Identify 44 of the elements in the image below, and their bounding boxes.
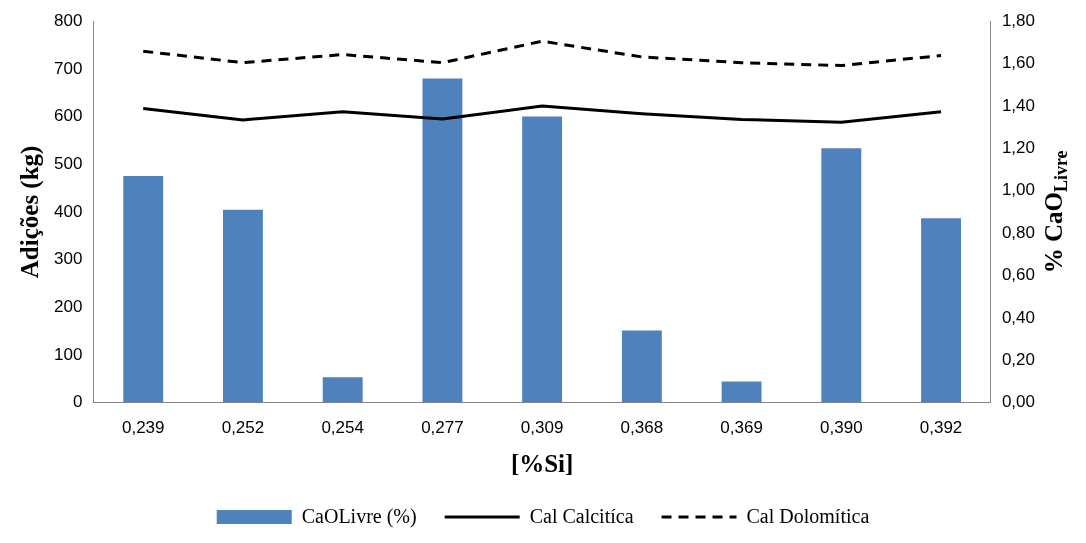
- y-tick-label: 500: [53, 153, 83, 173]
- legend-label: CaOLivre (%): [301, 505, 417, 529]
- y-tick-label: 0: [72, 392, 83, 412]
- x-tick-label: 0,368: [620, 418, 664, 438]
- x-tick-label: 0,390: [820, 418, 863, 438]
- y2-tick-label: 1,00: [1001, 180, 1036, 200]
- x-tick-label: 0,252: [221, 418, 265, 438]
- y-tick-label: 700: [53, 58, 83, 78]
- y-tick-label: 400: [53, 201, 83, 221]
- y-axis-title: Adições (kg): [16, 145, 45, 279]
- y2-tick-label: 1,60: [1001, 53, 1036, 73]
- y-tick-label: 100: [53, 344, 83, 364]
- y2-tick-label: 0,80: [1001, 222, 1036, 242]
- bar: [522, 116, 563, 403]
- y-tick-label: 300: [53, 249, 83, 269]
- y2-tick-label: 0,60: [1001, 265, 1036, 285]
- x-tick-label: 0,369: [720, 418, 763, 438]
- y2-tick-label: 0,20: [1001, 349, 1036, 369]
- y2-axis-title: % CaOLivre: [1040, 150, 1071, 274]
- x-tick-label: 0,309: [520, 418, 564, 438]
- y2-tick-label: 1,40: [1001, 95, 1036, 115]
- x-tick-label: 0,239: [121, 418, 165, 438]
- y2-tick-label: 1,20: [1001, 138, 1036, 158]
- y2-tick-label: 1,80: [1001, 10, 1036, 30]
- bar: [721, 381, 762, 403]
- bar: [322, 377, 363, 403]
- x-axis-title: [%Si]: [510, 450, 574, 478]
- x-tick-label: 0,254: [321, 418, 364, 438]
- x-tick-label: 0,277: [421, 418, 464, 438]
- y-tick-label: 800: [53, 10, 83, 30]
- legend-label: Cal Calcitíca: [529, 505, 634, 528]
- legend-label: Cal Dolomítica: [746, 505, 870, 528]
- bar: [223, 209, 263, 403]
- y-tick-label: 600: [53, 106, 83, 126]
- bar: [123, 175, 164, 403]
- bar: [921, 218, 961, 403]
- y2-tick-label: 0,00: [1001, 392, 1036, 412]
- y2-tick-label: 0,40: [1001, 307, 1036, 327]
- bar: [621, 330, 662, 403]
- line-series: [141, 39, 943, 68]
- x-tick-label: 0,392: [919, 418, 963, 438]
- bar: [821, 148, 862, 403]
- y-tick-label: 200: [53, 296, 83, 316]
- bar: [422, 78, 463, 403]
